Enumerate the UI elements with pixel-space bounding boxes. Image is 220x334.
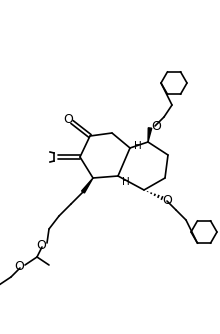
- Text: O: O: [151, 120, 161, 133]
- Text: H: H: [134, 141, 142, 151]
- Polygon shape: [82, 178, 93, 193]
- Text: H: H: [122, 177, 130, 187]
- Polygon shape: [148, 128, 152, 142]
- Text: O: O: [14, 261, 24, 274]
- Text: O: O: [36, 238, 46, 252]
- Text: O: O: [63, 113, 73, 126]
- Text: O: O: [162, 193, 172, 206]
